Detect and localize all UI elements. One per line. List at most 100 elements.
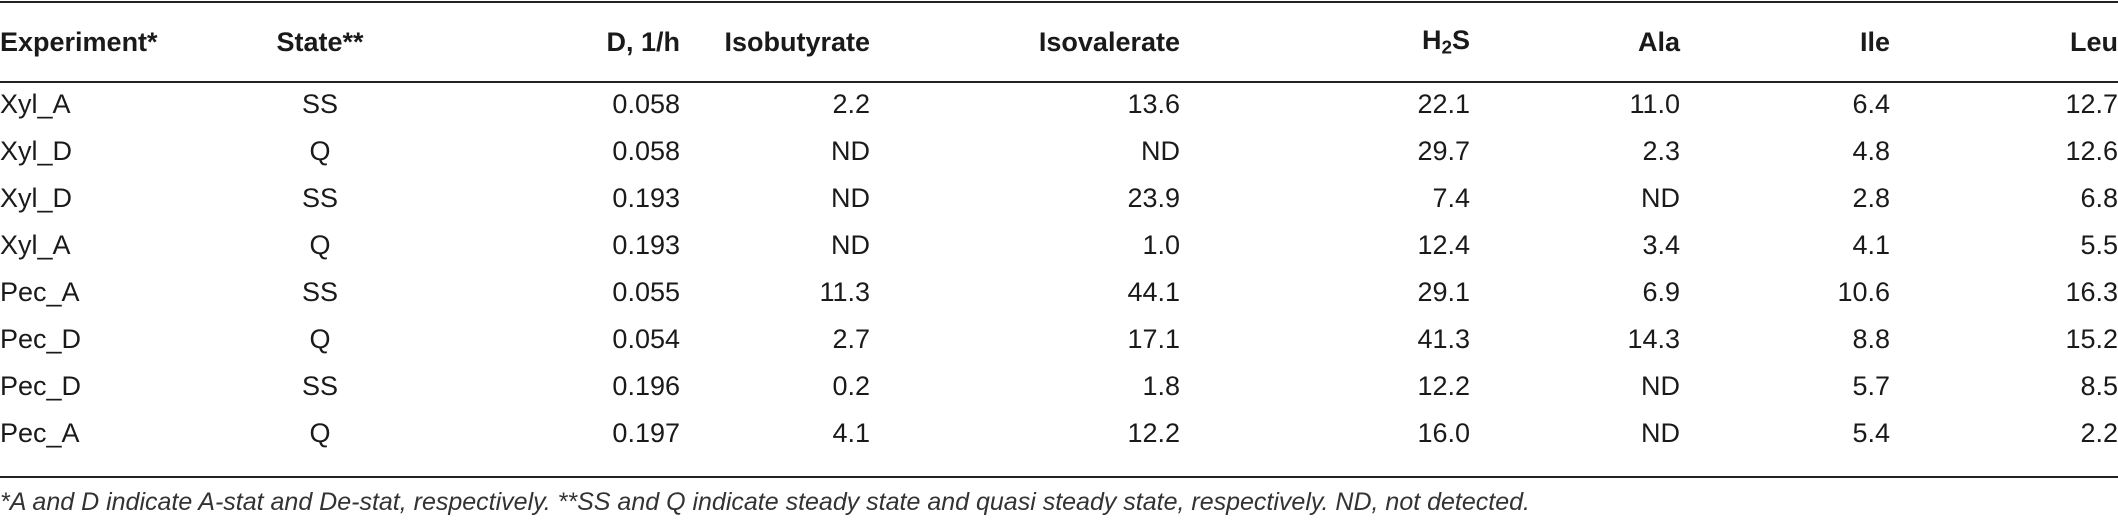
cell-isobutyrate: 0.2 [832, 371, 870, 401]
cell-isovalerate: 23.9 [1127, 183, 1180, 213]
cell-leu: 2.2 [2080, 418, 2118, 448]
cell-h2s: 12.2 [1417, 371, 1470, 401]
cell-ala: 2.3 [1642, 136, 1680, 166]
table-row: Pec_A Q 0.197 4.1 12.2 16.0 ND 5.4 2.2 [0, 410, 2118, 457]
cell-state: SS [301, 277, 339, 307]
cell-ile: 4.8 [1852, 136, 1890, 166]
cell-d: 0.055 [612, 277, 680, 307]
cell-ala: ND [1641, 371, 1680, 401]
cell-h2s: 41.3 [1417, 324, 1470, 354]
cell-isobutyrate: 11.3 [819, 277, 870, 307]
cell-d: 0.197 [612, 418, 680, 448]
cell-d: 0.193 [612, 230, 680, 260]
header-d: D, 1/h [606, 26, 680, 57]
cell-experiment: Pec_D [0, 324, 82, 354]
table-row: Pec_A SS 0.055 11.3 44.1 29.1 6.9 10.6 16.3 [0, 269, 2118, 316]
table-footnote: *A and D indicate A-stat and De-stat, re… [0, 488, 1530, 516]
table-body: Xyl_A SS 0.058 2.2 13.6 22.1 11.0 6.4 12.7 Xyl_D Q… [0, 81, 2118, 457]
header-state: State** [276, 26, 364, 57]
cell-experiment: Xyl_D [0, 183, 73, 213]
cell-leu: 5.5 [2080, 230, 2118, 260]
cell-experiment: Xyl_D [0, 136, 73, 166]
table-header-rule [0, 81, 2118, 83]
cell-ile: 8.8 [1852, 324, 1890, 354]
header-h2s-main: H [1421, 24, 1442, 55]
cell-isovalerate: 13.6 [1127, 89, 1180, 119]
cell-leu: 12.7 [2065, 89, 2118, 119]
header-experiment: Experiment* [0, 26, 158, 57]
cell-isovalerate: 1.0 [1142, 230, 1180, 260]
cell-isovalerate: 12.2 [1127, 418, 1180, 448]
cell-leu: 12.6 [2065, 136, 2118, 166]
cell-isobutyrate: 2.7 [832, 324, 870, 354]
cell-isovalerate: 1.8 [1142, 371, 1180, 401]
cell-ile: 5.7 [1852, 371, 1890, 401]
cell-d: 0.054 [612, 324, 680, 354]
cell-experiment: Pec_A [0, 418, 80, 448]
cell-ala: 11.0 [1629, 89, 1680, 119]
cell-state: SS [301, 371, 339, 401]
cell-leu: 6.8 [2080, 183, 2118, 213]
header-h2s-sub: 2 [1441, 37, 1452, 59]
cell-ile: 6.4 [1852, 89, 1890, 119]
cell-h2s: 29.1 [1417, 277, 1470, 307]
cell-state: Q [309, 230, 331, 260]
cell-h2s: 12.4 [1417, 230, 1470, 260]
cell-d: 0.196 [612, 371, 680, 401]
cell-ala: 14.3 [1627, 324, 1680, 354]
cell-leu: 16.3 [2065, 277, 2118, 307]
cell-experiment: Xyl_A [0, 230, 71, 260]
cell-isobutyrate: ND [831, 136, 870, 166]
cell-state: SS [301, 183, 339, 213]
cell-ile: 10.6 [1837, 277, 1890, 307]
cell-isobutyrate: 4.1 [832, 418, 870, 448]
cell-ile: 2.8 [1852, 183, 1890, 213]
cell-ala: ND [1641, 183, 1680, 213]
cell-leu: 8.5 [2080, 371, 2118, 401]
header-h2s: H2S [1180, 3, 1470, 81]
cell-ile: 4.1 [1852, 230, 1890, 260]
cell-isovalerate: ND [1141, 136, 1180, 166]
table-top-rule [0, 1, 2118, 3]
cell-leu: 15.2 [2065, 324, 2118, 354]
cell-ile: 5.4 [1852, 418, 1890, 448]
data-table: Experiment* State** D, 1/h Isobutyrate I… [0, 3, 2118, 457]
cell-isovalerate: 17.1 [1127, 324, 1180, 354]
header-isobutyrate: Isobutyrate [724, 26, 870, 57]
cell-d: 0.193 [612, 183, 680, 213]
cell-h2s: 7.4 [1432, 183, 1470, 213]
table-row: Pec_D Q 0.054 2.7 17.1 41.3 14.3 8.8 15.2 [0, 316, 2118, 363]
header-h2s-tail: S [1451, 24, 1470, 55]
table-row: Xyl_D Q 0.058 ND ND 29.7 2.3 4.8 12.6 [0, 128, 2118, 175]
cell-h2s: 22.1 [1417, 89, 1470, 119]
cell-isovalerate: 44.1 [1127, 277, 1180, 307]
cell-ala: ND [1641, 418, 1680, 448]
cell-h2s: 29.7 [1417, 136, 1470, 166]
table-row: Xyl_A Q 0.193 ND 1.0 12.4 3.4 4.1 5.5 [0, 222, 2118, 269]
header-ile: Ile [1859, 26, 1890, 57]
header-isovalerate: Isovalerate [1038, 26, 1180, 57]
header-row: Experiment* State** D, 1/h Isobutyrate I… [0, 3, 2118, 81]
cell-h2s: 16.0 [1417, 418, 1470, 448]
cell-state: Q [309, 136, 331, 166]
header-leu: Leu [2069, 26, 2118, 57]
table-row: Xyl_D SS 0.193 ND 23.9 7.4 ND 2.8 6.8 [0, 175, 2118, 222]
cell-ala: 3.4 [1642, 230, 1680, 260]
cell-isobutyrate: ND [831, 183, 870, 213]
table-row: Xyl_A SS 0.058 2.2 13.6 22.1 11.0 6.4 12.7 [0, 81, 2118, 128]
table-bottom-rule [0, 476, 2118, 478]
cell-experiment: Pec_A [0, 277, 80, 307]
cell-state: SS [301, 89, 339, 119]
cell-ala: 6.9 [1642, 277, 1680, 307]
cell-state: Q [309, 418, 331, 448]
cell-experiment: Pec_D [0, 371, 82, 401]
table-row: Pec_D SS 0.196 0.2 1.8 12.2 ND 5.7 8.5 [0, 363, 2118, 410]
cell-state: Q [309, 324, 331, 354]
cell-isobutyrate: ND [831, 230, 870, 260]
cell-d: 0.058 [612, 136, 680, 166]
cell-experiment: Xyl_A [0, 89, 71, 119]
cell-isobutyrate: 2.2 [832, 89, 870, 119]
header-ala: Ala [1637, 26, 1680, 57]
cell-d: 0.058 [612, 89, 680, 119]
